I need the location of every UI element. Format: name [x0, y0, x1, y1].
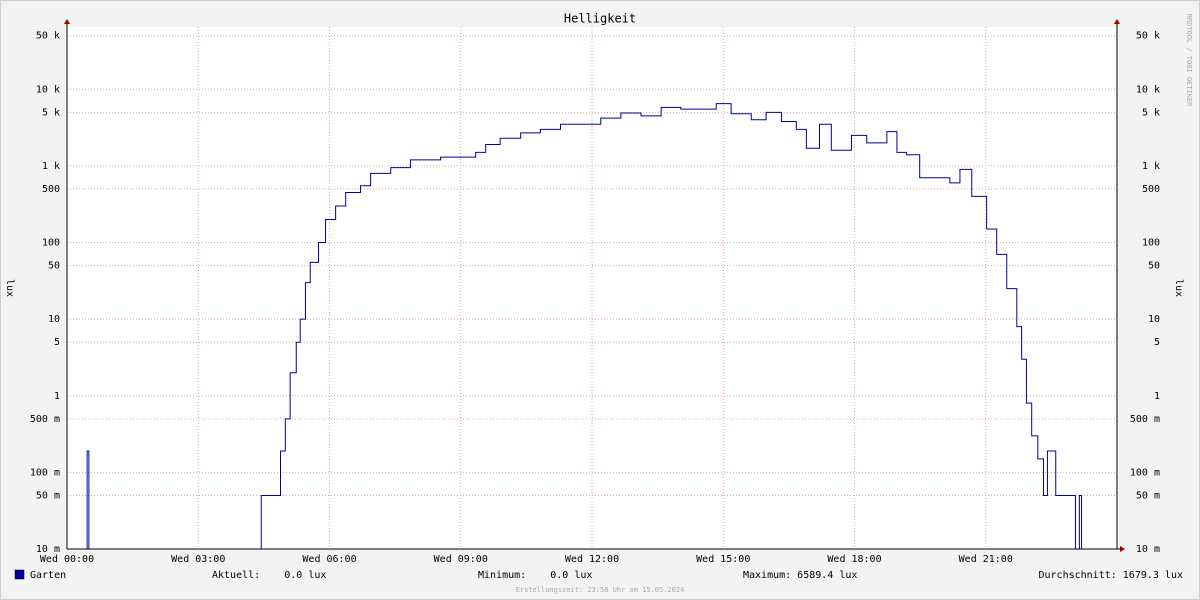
- x-tick-label: Wed 12:00: [565, 554, 619, 565]
- y-tick-label: 50: [48, 261, 60, 272]
- y2-tick-label: 10 k: [1136, 84, 1160, 95]
- y-tick-label: 50 m: [36, 490, 60, 501]
- x-tick-label: Wed 21:00: [959, 554, 1013, 565]
- legend-label: Garten: [30, 570, 66, 581]
- x-tick-label: Wed 15:00: [696, 554, 750, 565]
- y2-tick-label: 10: [1148, 314, 1160, 325]
- y2-tick-label: 100 m: [1130, 467, 1160, 478]
- y2-tick-label: 5: [1154, 337, 1160, 348]
- y-tick-label: 1: [54, 391, 60, 402]
- y-tick-label: 5: [54, 337, 60, 348]
- y-tick-label: 50 k: [36, 31, 60, 42]
- y2-tick-label: 100: [1142, 238, 1160, 249]
- y2-axis-label: lux: [1173, 279, 1184, 297]
- arrow: [1120, 546, 1125, 552]
- arrow: [1114, 19, 1120, 24]
- x-tick-label: Wed 06:00: [302, 554, 356, 565]
- y2-tick-label: 500 m: [1130, 414, 1160, 425]
- x-tick-label: Wed 18:00: [827, 554, 881, 565]
- x-tick-label: Wed 09:00: [434, 554, 488, 565]
- chart-title: Helligkeit: [564, 12, 636, 26]
- y-tick-label: 10: [48, 314, 60, 325]
- y2-tick-label: 10 m: [1136, 544, 1160, 555]
- footer: Erstellungszeit: 23:58 Uhr am 15.05.2024: [516, 586, 685, 594]
- y2-tick-label: 50 m: [1136, 490, 1160, 501]
- legend-stat: Maximum: 6589.4 lux: [743, 570, 857, 581]
- y-tick-label: 500 m: [30, 414, 60, 425]
- legend-stat: Durchschnitt: 1679.3 lux: [1039, 570, 1184, 581]
- y-tick-label: 100 m: [30, 467, 60, 478]
- y2-tick-label: 5 k: [1142, 107, 1160, 118]
- y-tick-label: 10 k: [36, 84, 60, 95]
- y-tick-label: 5 k: [42, 107, 60, 118]
- y-axis-label: lux: [4, 279, 15, 297]
- y2-tick-label: 1: [1154, 391, 1160, 402]
- y-tick-label: 100: [42, 238, 60, 249]
- watermark: RRDTOOL / TOBI OETIKER: [1185, 14, 1193, 108]
- y-tick-label: 500: [42, 184, 60, 195]
- x-tick-label: Wed 00:00: [40, 554, 94, 565]
- data-line: [67, 103, 1117, 550]
- y-tick-label: 1 k: [42, 161, 60, 172]
- y2-tick-label: 50: [1148, 261, 1160, 272]
- y2-tick-label: 50 k: [1136, 31, 1160, 42]
- y2-tick-label: 1 k: [1142, 161, 1160, 172]
- y2-tick-label: 500: [1142, 184, 1160, 195]
- y-tick-label: 10 m: [36, 544, 60, 555]
- legend-swatch: [14, 569, 25, 580]
- x-tick-label: Wed 03:00: [171, 554, 225, 565]
- legend-stat: Aktuell: 0.0 lux: [212, 570, 326, 581]
- legend-stat: Minimum: 0.0 lux: [478, 570, 592, 581]
- arrow: [64, 19, 70, 24]
